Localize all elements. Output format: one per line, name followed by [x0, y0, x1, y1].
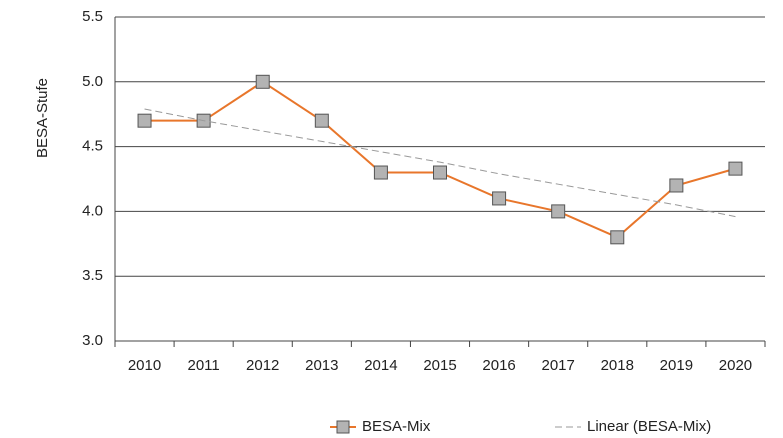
y-tick-label: 3.0 [82, 332, 103, 349]
marker [728, 161, 743, 176]
x-tick-label: 2013 [305, 357, 338, 374]
marker [433, 165, 447, 180]
x-tick-label: 2020 [719, 357, 752, 374]
series-line [144, 80, 736, 239]
y-tick-label: 5.5 [82, 8, 103, 25]
marker [137, 113, 152, 128]
legend-label: BESA-Mix [362, 418, 431, 435]
x-tick-label: 2017 [541, 357, 574, 374]
legend-label: Linear (BESA-Mix) [587, 418, 711, 435]
marker [373, 165, 388, 180]
y-tick-label: 5.0 [82, 73, 103, 90]
y-tick-label: 3.5 [82, 267, 103, 284]
marker [610, 230, 625, 245]
marker [551, 204, 566, 219]
legend-marker [336, 420, 350, 434]
marker [255, 74, 270, 89]
marker [314, 113, 329, 128]
x-tick-label: 2011 [188, 357, 220, 374]
x-tick-label: 2012 [246, 357, 279, 374]
x-tick-label: 2016 [482, 357, 515, 374]
x-tick-label: 2015 [423, 357, 456, 374]
x-tick-label: 2019 [660, 357, 693, 374]
trend-line [144, 108, 736, 218]
x-tick-label: 2010 [128, 357, 161, 374]
marker [669, 178, 684, 193]
y-axis-label: BESA-Stufe [34, 78, 51, 158]
y-tick-label: 4.0 [82, 202, 103, 219]
marker [492, 191, 507, 206]
x-tick-label: 2014 [364, 357, 397, 374]
y-tick-label: 4.5 [82, 138, 103, 155]
x-tick-label: 2018 [601, 357, 634, 374]
